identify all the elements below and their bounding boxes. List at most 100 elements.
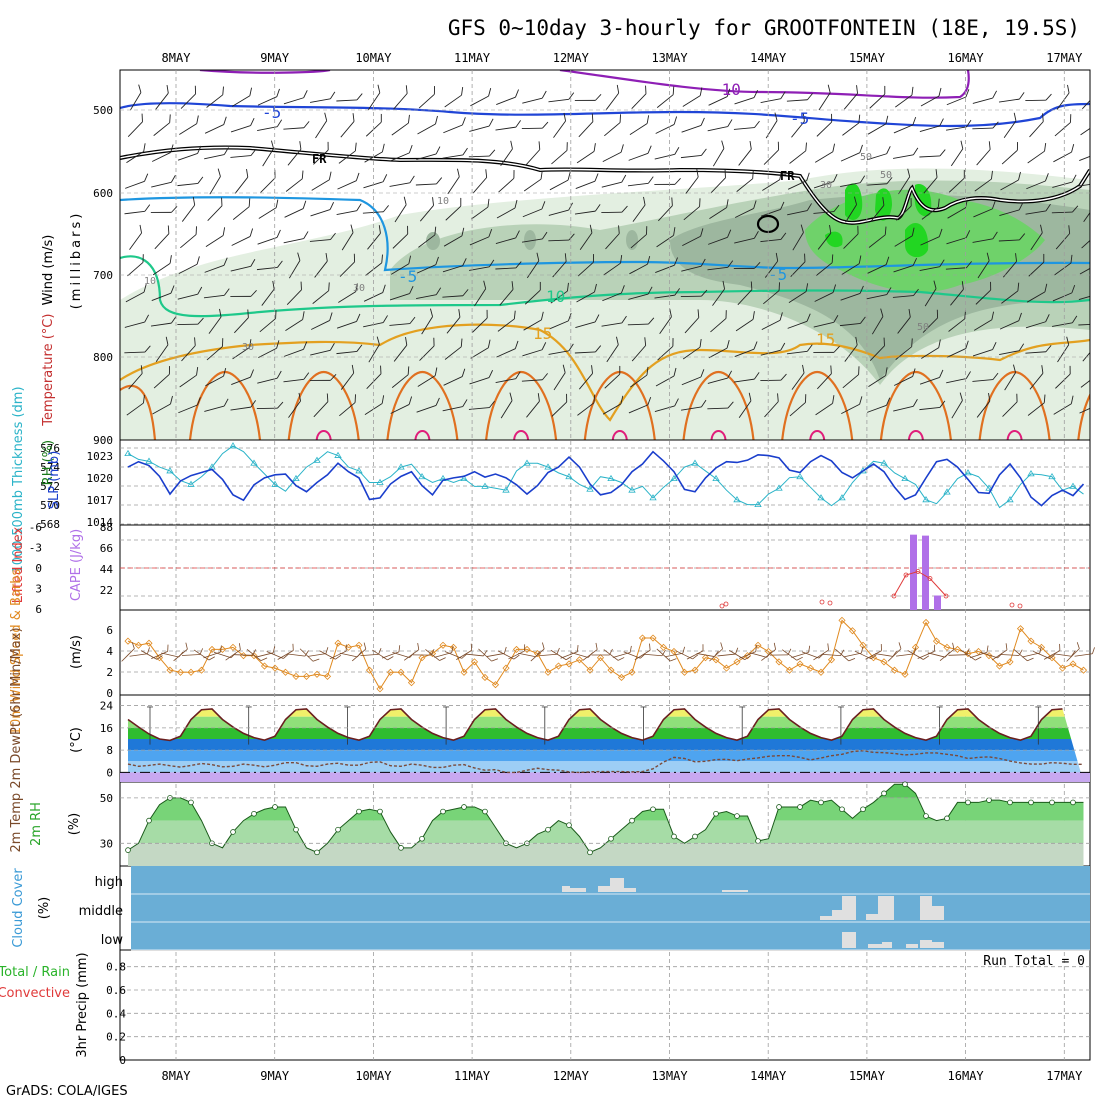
barb-flag (911, 86, 914, 96)
rh-point (461, 804, 467, 810)
barb-shaft (204, 154, 225, 160)
barb-shaft (843, 652, 862, 658)
wind-barb (762, 171, 782, 191)
surface-wind-barb (634, 643, 651, 661)
wind-barb (946, 371, 971, 384)
wind-barb (919, 149, 946, 158)
contour-label: 30 (242, 342, 254, 353)
wind-barb (154, 225, 170, 250)
wind-barb (921, 339, 941, 359)
barb-shaft (1025, 351, 1046, 354)
barb-flag (568, 92, 575, 100)
isotherm-25-dome (513, 430, 530, 440)
barb-flag (329, 342, 335, 351)
barb-flag (727, 401, 734, 409)
barb-flag (503, 646, 507, 654)
barb-shaft (603, 649, 619, 661)
wind-speed-point (901, 670, 909, 678)
barb-flag (1067, 84, 1070, 94)
barb-flag (378, 648, 382, 655)
thickness-point (586, 485, 594, 492)
barb-shaft (632, 204, 646, 222)
barb-shaft (665, 652, 683, 658)
barb-flag (143, 284, 147, 293)
wind-barb (814, 284, 837, 302)
barb-flag (595, 94, 602, 101)
contour-label: FR (312, 152, 327, 166)
barb-shaft (813, 351, 834, 353)
surface-wind-barb (329, 644, 347, 660)
wind-barb (709, 199, 729, 220)
wind-barb (950, 140, 964, 167)
wind-barb (152, 144, 174, 162)
wind-barb (500, 392, 513, 419)
wind-barb (868, 367, 888, 388)
wind-barb (817, 365, 832, 390)
thickness-point (880, 459, 888, 466)
thickness-point (1027, 470, 1035, 477)
barb-flag (700, 117, 705, 126)
cape-bar (922, 535, 929, 610)
barb-shaft (521, 238, 543, 243)
surface-wind-barb (550, 649, 573, 661)
barb-shaft (204, 264, 225, 273)
barb-flag (724, 169, 726, 178)
barb-shaft (447, 176, 460, 195)
barb-flag (913, 288, 919, 296)
wind-barb (521, 373, 548, 382)
barb-flag (859, 396, 863, 405)
surface-wind-barb (1066, 642, 1080, 662)
barb-flag (1071, 284, 1076, 294)
barb-shaft (765, 120, 778, 139)
barb-shaft (225, 649, 241, 661)
barb-flag (564, 253, 567, 262)
thickness-point (250, 459, 258, 466)
barb-flag (387, 656, 394, 661)
wind-barb (708, 340, 730, 359)
barb-shaft (763, 149, 779, 165)
wind-speed-point (418, 654, 426, 662)
thickness-point (376, 478, 384, 485)
barb-flag (912, 257, 918, 266)
barb-flag (754, 372, 760, 380)
rh-point (797, 804, 803, 810)
barb-flag (1095, 226, 1099, 234)
wind-barb (950, 281, 964, 306)
barb-shaft (285, 319, 303, 332)
barb-flag (827, 643, 829, 651)
barb-flag (141, 113, 143, 122)
barb-flag (777, 141, 780, 150)
barb-flag (470, 643, 473, 651)
barb-shaft (522, 208, 543, 218)
barb-shaft (421, 316, 433, 335)
barb-shaft (606, 344, 619, 363)
wind-barb (499, 281, 514, 306)
barb-shaft (923, 177, 938, 194)
barb-shaft (844, 344, 858, 362)
wind-speed-point (260, 662, 269, 670)
barb-flag (250, 369, 254, 378)
barb-shaft (840, 152, 861, 162)
thickness-line (127, 445, 1084, 509)
barb-flag (276, 119, 283, 127)
barb-shaft (257, 237, 278, 245)
barb-flag (858, 114, 861, 123)
wind-barb (894, 227, 915, 247)
wind-barb (1001, 142, 1018, 165)
wind-speed-point (208, 645, 216, 653)
tick-label: 30 (100, 837, 113, 850)
barb-flag (1094, 85, 1098, 93)
barb-flag (185, 642, 188, 650)
barb-shaft (205, 375, 224, 387)
barb-flag (701, 399, 707, 408)
barb-flag (143, 394, 145, 404)
barb-flag (1049, 654, 1056, 659)
tick-label: 574 (40, 461, 60, 474)
barb-flag (938, 339, 941, 348)
barb-shaft (895, 94, 913, 108)
wind-barb (553, 364, 566, 391)
wind-barb (365, 113, 382, 137)
rh-point (545, 826, 551, 833)
barb-shaft (1002, 261, 1017, 278)
